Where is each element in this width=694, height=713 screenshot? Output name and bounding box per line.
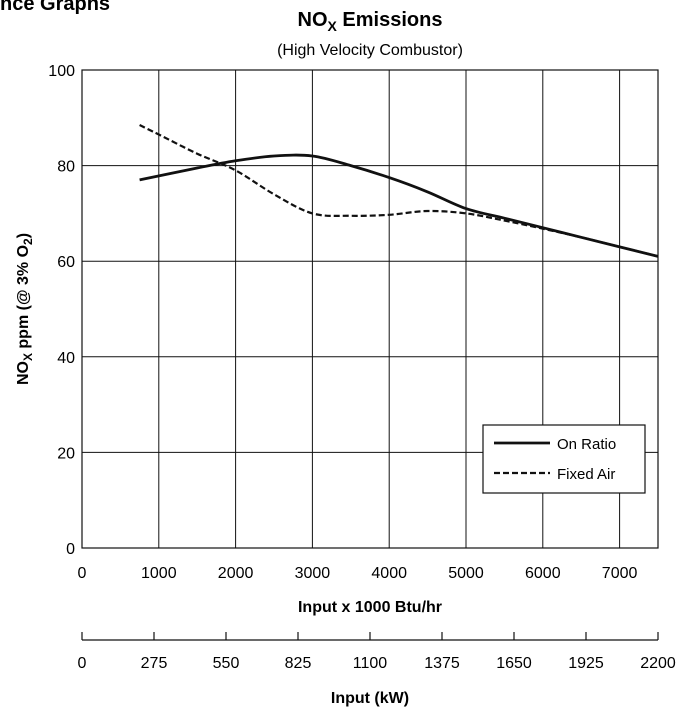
x-tick-label: 6000 bbox=[525, 565, 561, 582]
y-axis-label-sub1: X bbox=[21, 353, 35, 361]
y-axis-label-mid: ppm (@ 3% O bbox=[15, 245, 32, 353]
chart-title-subscript: X bbox=[328, 18, 338, 34]
chart-title-main: NO bbox=[298, 9, 328, 31]
chart-subtitle: (High Velocity Combustor) bbox=[277, 42, 463, 59]
series-line-on-ratio bbox=[139, 153, 659, 258]
legend: On Ratio Fixed Air bbox=[482, 424, 646, 494]
x-tick-label: 5000 bbox=[448, 565, 484, 582]
secondary-tick-label: 550 bbox=[213, 655, 240, 672]
y-axis-label-main: NO bbox=[15, 361, 32, 385]
secondary-tick-label: 275 bbox=[141, 655, 168, 672]
y-axis-label-tail: ) bbox=[15, 233, 32, 238]
x-tick-label: 1000 bbox=[141, 565, 177, 582]
secondary-tick-label: 0 bbox=[78, 655, 87, 672]
y-tick-label: 20 bbox=[57, 445, 75, 462]
y-tick-label: 60 bbox=[57, 254, 75, 271]
y-axis-label: NOX ppm (@ 3% O2) bbox=[15, 233, 35, 385]
secondary-tick-label: 825 bbox=[285, 655, 312, 672]
legend-label-fixed-air: Fixed Air bbox=[557, 466, 615, 483]
y-tick-label: 40 bbox=[57, 350, 75, 367]
x-axis-label: Input x 1000 Btu/hr bbox=[298, 599, 442, 616]
secondary-tick-label: 1375 bbox=[424, 655, 460, 672]
secondary-tick-label: 1925 bbox=[568, 655, 604, 672]
chart-title: NOX Emissions bbox=[298, 9, 443, 34]
x-axis-ticks: 0 1000 2000 3000 4000 5000 6000 7000 bbox=[78, 565, 638, 582]
legend-box bbox=[482, 424, 646, 494]
y-tick-label: 0 bbox=[66, 541, 75, 558]
x-tick-label: 2000 bbox=[218, 565, 254, 582]
y-axis-label-sub2: 2 bbox=[21, 238, 35, 245]
series-line-fixed-air bbox=[139, 124, 659, 258]
y-tick-label: 80 bbox=[57, 159, 75, 176]
x-tick-label: 3000 bbox=[295, 565, 331, 582]
secondary-tick-label: 2200 bbox=[640, 655, 676, 672]
y-axis-ticks: 0 20 40 60 80 100 bbox=[48, 63, 75, 558]
x-tick-label: 7000 bbox=[602, 565, 638, 582]
secondary-tick-label: 1100 bbox=[353, 655, 388, 672]
legend-label-on-ratio: On Ratio bbox=[557, 436, 616, 453]
plot-frame bbox=[81, 69, 659, 549]
page-header-fragment: nce Graphs bbox=[0, 0, 110, 15]
series-lines bbox=[139, 124, 659, 258]
secondary-tick-label: 1650 bbox=[496, 655, 532, 672]
x-tick-label: 0 bbox=[78, 565, 87, 582]
chart-title-tail: Emissions bbox=[337, 9, 443, 31]
x-tick-label: 4000 bbox=[371, 565, 407, 582]
secondary-axis-label: Input (kW) bbox=[331, 690, 409, 707]
y-tick-label: 100 bbox=[48, 63, 75, 80]
secondary-axis-ticks: 0 275 550 825 1100 1375 1650 1925 2200 bbox=[78, 632, 676, 672]
